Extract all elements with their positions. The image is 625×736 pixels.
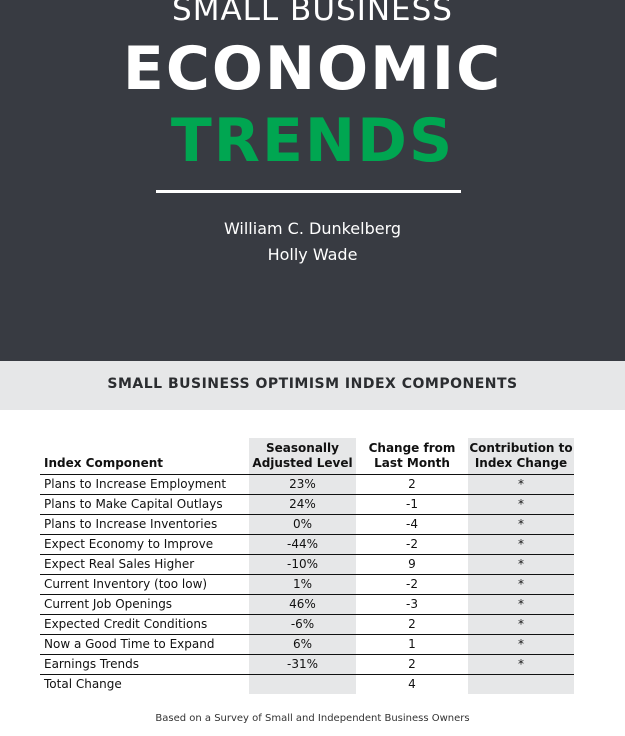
row-component: Plans to Increase Inventories (44, 517, 218, 531)
row-component: Expected Credit Conditions (44, 617, 208, 631)
row-contribution (468, 674, 574, 694)
row-change: -2 (406, 577, 418, 591)
row-level: -6% (290, 617, 315, 631)
row-component: Expect Economy to Improve (44, 537, 214, 551)
row-component: Total Change (44, 677, 122, 691)
row-contribution: * (518, 497, 524, 511)
row-contribution: * (518, 657, 524, 671)
row-divider (40, 474, 574, 475)
seasonal-column-shade (249, 438, 356, 694)
header-contribution-2: Index Change (474, 456, 568, 470)
row-level: 0% (292, 517, 313, 531)
row-divider (40, 554, 574, 555)
row-divider (40, 574, 574, 575)
row-change: 2 (408, 617, 416, 631)
row-contribution: * (518, 617, 524, 631)
row-level: 46% (289, 597, 316, 611)
row-change: -2 (406, 537, 418, 551)
header-contribution-1: Contribution to (469, 441, 573, 455)
row-level: 6% (292, 637, 313, 651)
row-divider (40, 514, 574, 515)
row-divider (40, 614, 574, 615)
report-title-line1: ECONOMIC (122, 34, 503, 104)
section-band: SMALL BUSINESS OPTIMISM INDEX COMPONENTS (0, 361, 625, 410)
row-change: 1 (408, 637, 416, 651)
header-change-2: Last Month (374, 456, 450, 470)
title-divider (156, 190, 461, 193)
row-contribution: * (518, 537, 524, 551)
row-divider (40, 594, 574, 595)
row-level: 1% (292, 577, 313, 591)
row-component: Earnings Trends (44, 657, 139, 671)
row-level: -31% (286, 657, 318, 671)
row-component: Now a Good Time to Expand (44, 637, 215, 651)
row-change: -4 (406, 517, 418, 531)
header-seasonal-1: Seasonally (266, 441, 339, 455)
report-kicker: SMALL BUSINESS (172, 0, 453, 28)
author-2: Holly Wade (267, 245, 358, 264)
header-seasonal-2: Adjusted Level (252, 456, 353, 470)
author-1: William C. Dunkelberg (223, 219, 402, 238)
row-contribution: * (518, 637, 524, 651)
row-component: Plans to Increase Employment (44, 477, 227, 491)
row-component: Plans to Make Capital Outlays (44, 497, 223, 511)
row-divider (40, 494, 574, 495)
row-divider (40, 534, 574, 535)
row-level: -44% (286, 537, 318, 551)
row-level: 23% (289, 477, 316, 491)
row-change: -3 (406, 597, 418, 611)
row-contribution: * (518, 597, 524, 611)
row-change: -1 (406, 497, 418, 511)
row-change: 2 (408, 657, 416, 671)
row-change: 2 (408, 477, 416, 491)
header-change-1: Change from (368, 441, 456, 455)
row-divider (40, 654, 574, 655)
row-divider (40, 674, 574, 675)
row-contribution: * (518, 517, 524, 531)
row-contribution: * (518, 477, 524, 491)
row-component: Expect Real Sales Higher (44, 557, 195, 571)
row-contribution: * (518, 577, 524, 591)
cover-hero: SMALL BUSINESS ECONOMIC TRENDS William C… (0, 0, 625, 361)
section-title: SMALL BUSINESS OPTIMISM INDEX COMPONENTS (107, 376, 518, 392)
row-contribution: * (518, 557, 524, 571)
row-component: Current Inventory (too low) (44, 577, 208, 591)
row-change: 9 (408, 557, 416, 571)
footnote: Based on a Survey of Small and Independe… (155, 713, 470, 724)
report-title-line2: TRENDS (170, 106, 455, 176)
row-component: Current Job Openings (44, 597, 173, 611)
row-level (249, 674, 356, 694)
row-change: 4 (408, 677, 416, 691)
row-divider (40, 634, 574, 635)
contribution-column-shade (468, 438, 574, 694)
header-component: Index Component (44, 456, 164, 470)
row-level: -10% (286, 557, 318, 571)
row-level: 24% (289, 497, 316, 511)
